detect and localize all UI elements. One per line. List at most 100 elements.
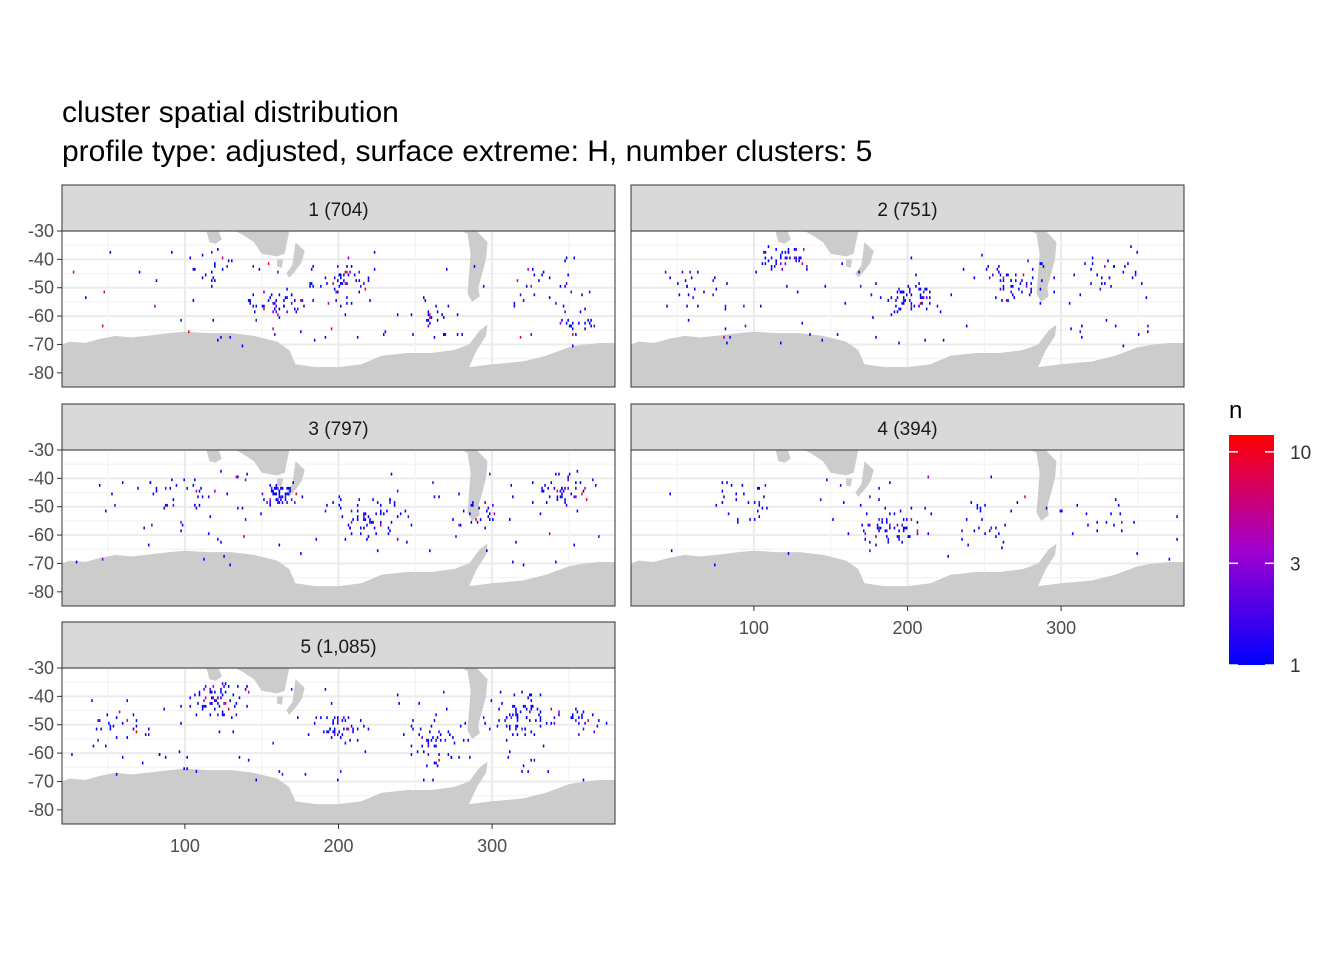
data-tile (231, 716, 233, 720)
data-tile (274, 301, 276, 305)
data-tile (347, 256, 350, 260)
data-tile (195, 713, 198, 717)
data-tile (578, 733, 580, 737)
data-tile (356, 727, 359, 731)
data-tile (588, 290, 591, 294)
data-tile (211, 284, 213, 288)
data-tile (527, 770, 529, 773)
data-tile (272, 327, 274, 331)
data-tile (148, 733, 150, 737)
data-tile (1039, 287, 1042, 291)
data-tile (573, 256, 576, 260)
data-tile (887, 299, 890, 302)
data-tile (510, 484, 513, 487)
data-tile (489, 518, 491, 521)
data-tile (1081, 324, 1083, 328)
data-tile (1021, 279, 1023, 283)
data-tile (214, 489, 216, 493)
data-tile (561, 318, 563, 322)
data-tile (295, 492, 298, 496)
data-tile (297, 307, 299, 311)
data-tile (217, 537, 219, 541)
data-tile (260, 512, 262, 516)
data-tile (565, 282, 568, 285)
data-tile (1147, 324, 1149, 328)
data-tile (115, 716, 118, 720)
data-tile (275, 299, 278, 302)
data-tile (484, 721, 486, 725)
data-tile (360, 284, 362, 288)
data-tile (333, 730, 336, 734)
data-tile (275, 304, 278, 308)
data-tile (438, 730, 440, 734)
data-tile (694, 287, 696, 291)
data-tile (164, 755, 167, 759)
data-tile (403, 733, 405, 737)
data-tile (749, 518, 751, 521)
data-tile (97, 719, 99, 722)
data-tile (214, 265, 216, 268)
data-tile (1121, 529, 1123, 533)
data-tile (280, 498, 282, 502)
data-tile (721, 501, 724, 504)
data-tile (887, 540, 890, 544)
data-tile (218, 730, 221, 734)
data-tile (910, 293, 913, 297)
data-tile (349, 526, 351, 530)
data-tile (519, 335, 522, 339)
data-tile (72, 270, 75, 274)
data-tile (775, 259, 777, 263)
data-tile (686, 284, 688, 288)
facet-label: 5 (1,085) (300, 637, 376, 658)
data-tile (1019, 282, 1022, 285)
data-tile (875, 535, 877, 538)
data-tile (98, 484, 101, 487)
data-tile (101, 557, 104, 561)
data-tile (427, 753, 430, 756)
data-tile (380, 509, 382, 513)
data-tile (462, 509, 465, 513)
data-tile (973, 529, 976, 533)
data-tile (575, 719, 577, 722)
data-tile (684, 279, 687, 283)
australia-land (235, 231, 290, 257)
data-tile (297, 716, 299, 720)
new-zealand-land (286, 242, 305, 278)
data-tile (360, 532, 362, 536)
data-tile (909, 290, 911, 294)
data-tile (1030, 282, 1032, 285)
data-tile (795, 259, 797, 263)
data-tile (214, 690, 216, 694)
x-tick-label: 100 (739, 618, 769, 638)
data-tile (112, 724, 115, 728)
legend-tick-label: 1 (1290, 656, 1301, 677)
data-tile (149, 481, 152, 485)
data-tile (590, 324, 592, 328)
data-tile (902, 301, 905, 305)
data-tile (286, 287, 288, 291)
data-tile (573, 495, 576, 499)
data-tile (530, 758, 533, 762)
data-tile (180, 704, 182, 708)
data-tile (223, 702, 225, 705)
data-tile (532, 704, 534, 708)
data-tile (274, 333, 276, 336)
data-tile (538, 279, 540, 283)
data-tile (247, 690, 250, 694)
data-tile (350, 509, 353, 513)
data-tile (195, 489, 198, 493)
data-tile (561, 492, 563, 496)
data-tile (1031, 267, 1034, 271)
data-tile (509, 750, 511, 754)
data-tile (387, 526, 390, 530)
data-tile (363, 515, 365, 519)
legend-ticks: 1 3 10 (1229, 443, 1311, 677)
data-tile (902, 299, 905, 302)
data-tile (1041, 262, 1043, 266)
data-tile (217, 696, 219, 700)
data-tile (965, 518, 968, 521)
data-tile (278, 293, 281, 297)
data-tile (356, 503, 359, 507)
data-tile (227, 707, 230, 711)
data-tile (886, 518, 888, 521)
